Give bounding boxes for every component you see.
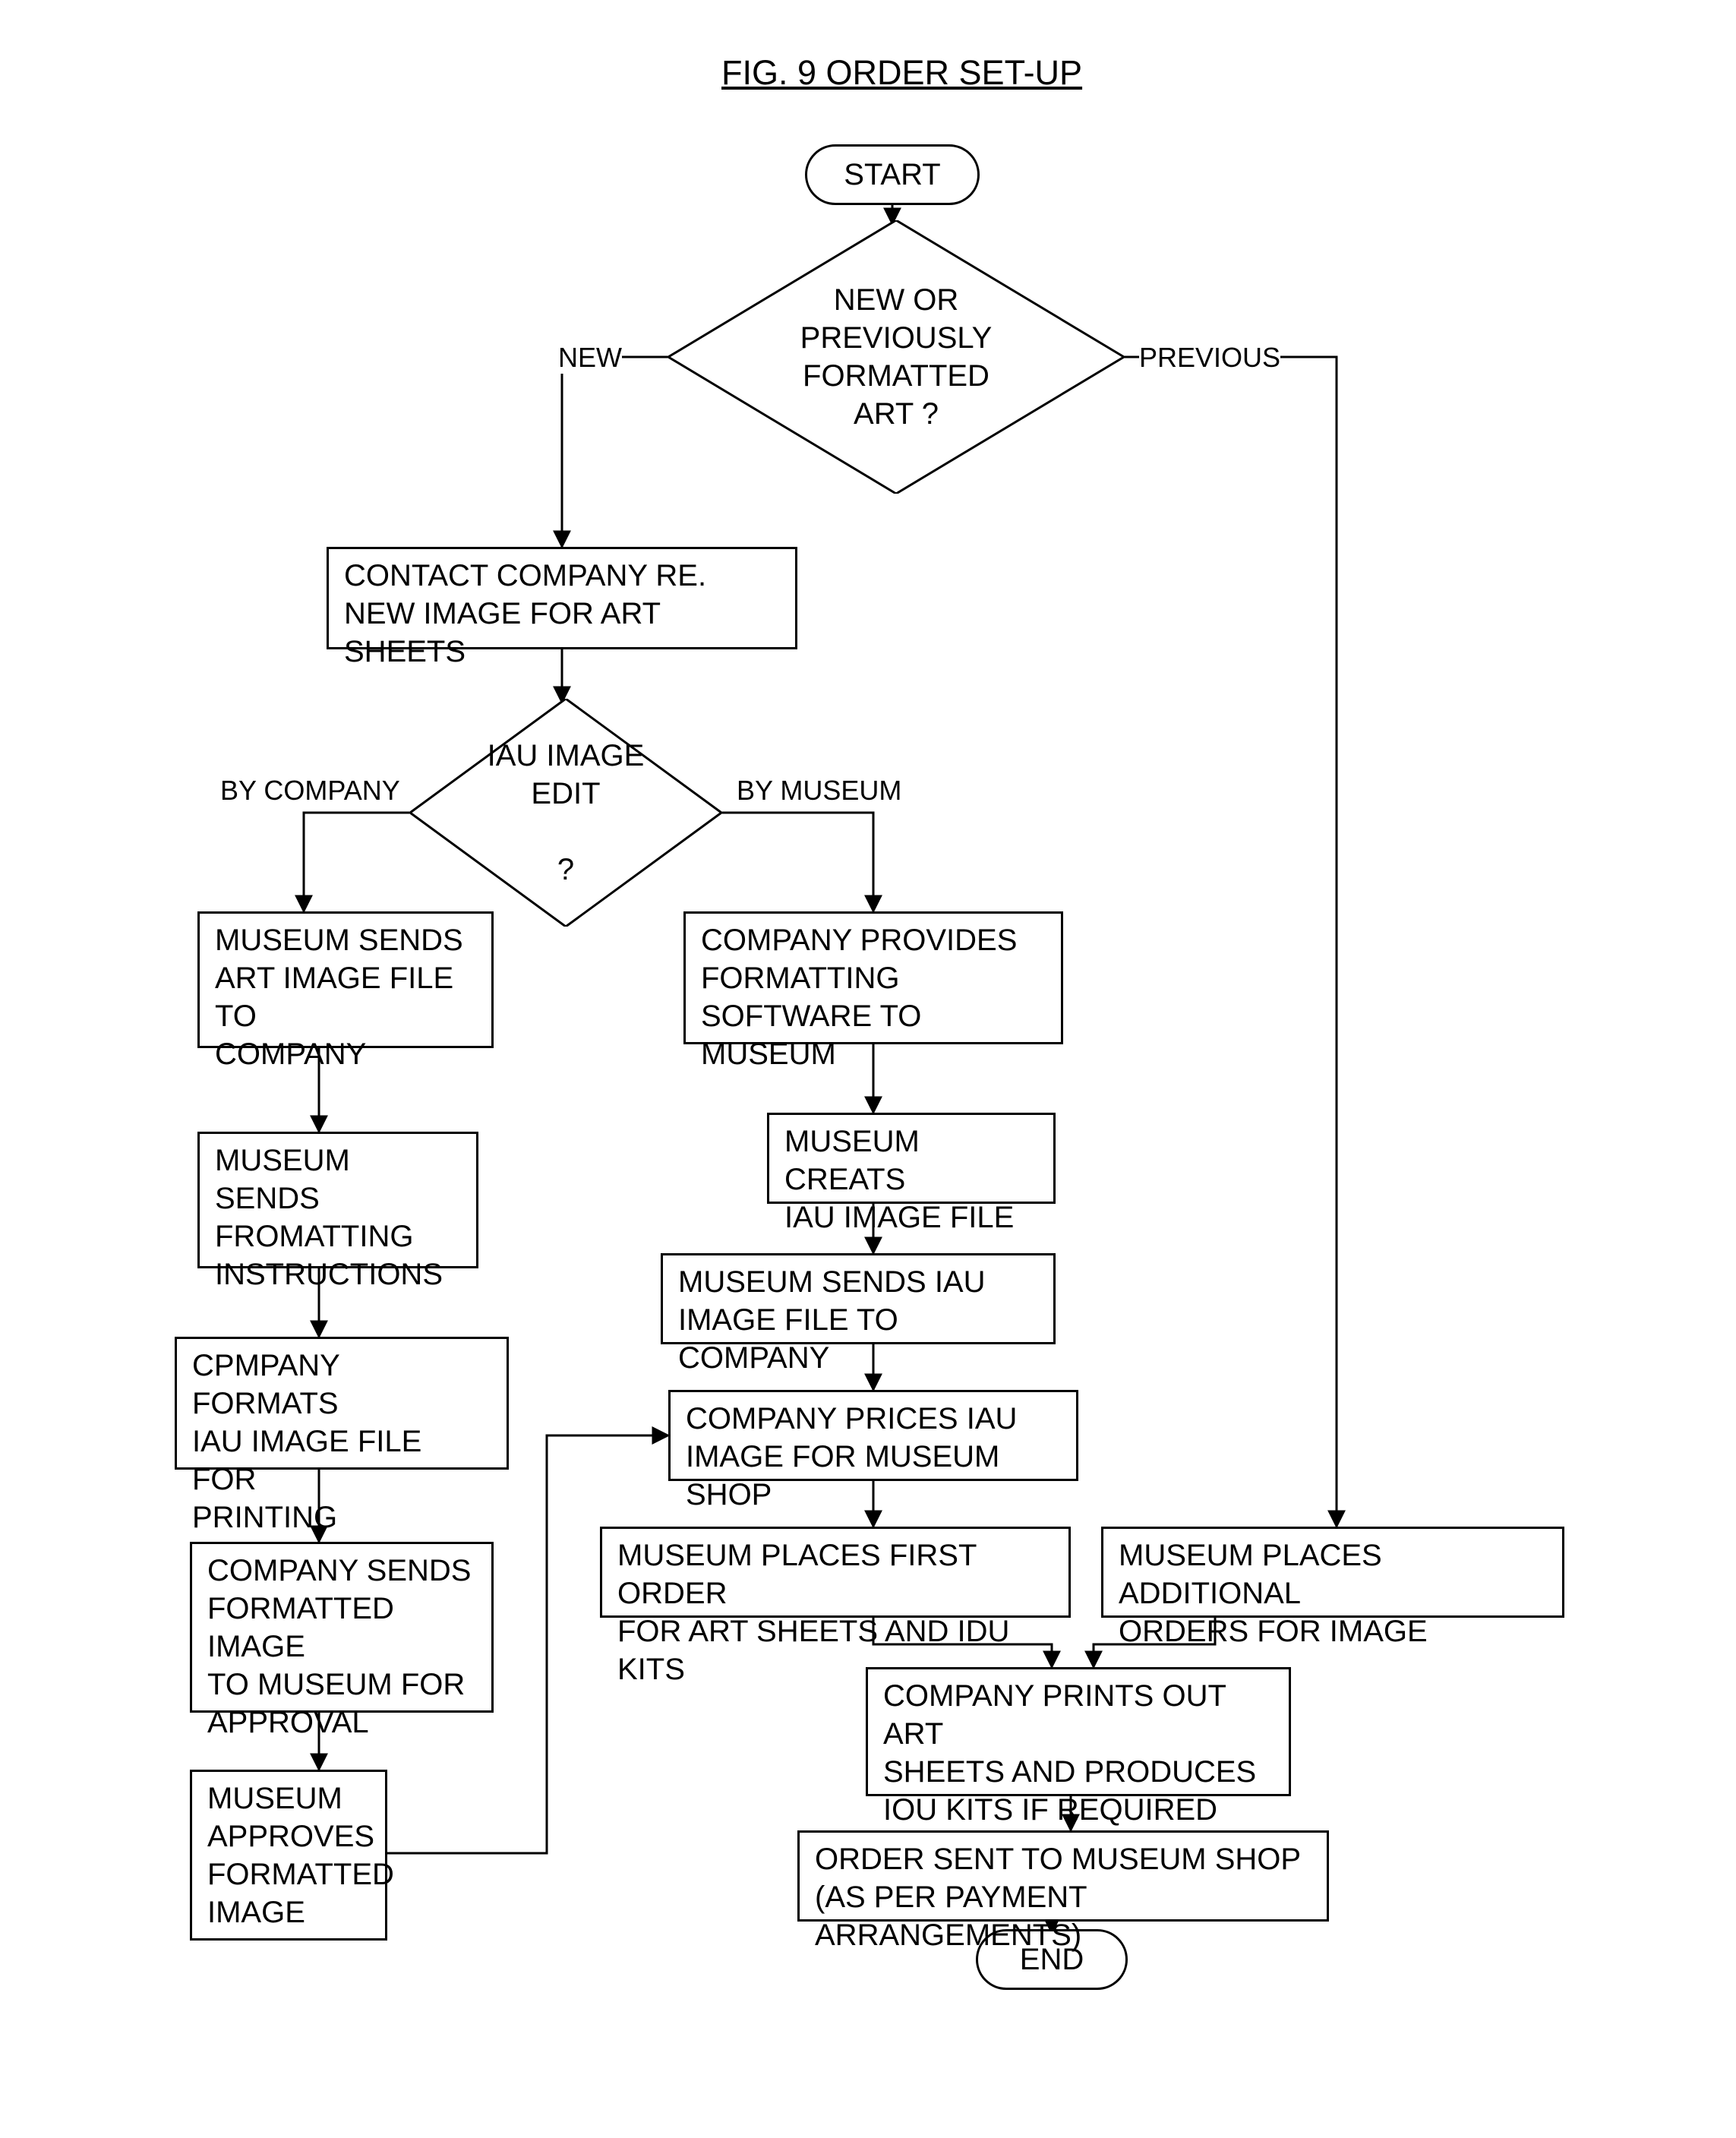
box-m4-label: COMPANY PRICES IAU IMAGE FOR MUSEUM SHOP: [686, 1400, 1061, 1514]
decision-edit-by-label: IAU IMAGE EDIT ?: [488, 737, 645, 889]
box-m5-label: MUSEUM PLACES FIRST ORDER FOR ART SHEETS…: [617, 1536, 1053, 1688]
box-l2-label: MUSEUM SENDS FROMATTING INSTRUCTIONS: [215, 1142, 461, 1293]
box-contact-company-label: CONTACT COMPANY RE. NEW IMAGE FOR ART SH…: [344, 557, 780, 671]
figure-title: FIG. 9 ORDER SET-UP: [721, 53, 1082, 93]
box-museum-sends-iau: MUSEUM SENDS IAU IMAGE FILE TO COMPANY: [661, 1253, 1056, 1344]
edge-label-new: NEW: [558, 342, 622, 374]
box-order-sent: ORDER SENT TO MUSEUM SHOP (AS PER PAYMEN…: [797, 1830, 1329, 1922]
box-first-order: MUSEUM PLACES FIRST ORDER FOR ART SHEETS…: [600, 1527, 1071, 1618]
box-m1-label: COMPANY PROVIDES FORMATTING SOFTWARE TO …: [701, 921, 1046, 1073]
box-company-provides-software: COMPANY PROVIDES FORMATTING SOFTWARE TO …: [683, 911, 1063, 1044]
box-r1-label: MUSEUM PLACES ADDITIONAL ORDERS FOR IMAG…: [1119, 1536, 1547, 1650]
edge-label-previous: PREVIOUS: [1139, 342, 1280, 374]
box-l4-label: COMPANY SENDS FORMATTED IMAGE TO MUSEUM …: [207, 1552, 476, 1742]
edge-label-by-museum: BY MUSEUM: [737, 775, 901, 807]
box-museum-creates-iau: MUSEUM CREATS IAU IMAGE FILE: [767, 1113, 1056, 1204]
box-company-sends-formatted: COMPANY SENDS FORMATTED IMAGE TO MUSEUM …: [190, 1542, 494, 1713]
box-company-prints: COMPANY PRINTS OUT ART SHEETS AND PRODUC…: [866, 1667, 1291, 1796]
box-l3-label: CPMPANY FORMATS IAU IMAGE FILE FOR PRINT…: [192, 1347, 491, 1536]
decision-edit-by: IAU IMAGE EDIT ?: [410, 699, 721, 927]
box-l5-label: MUSEUM APPROVES FORMATTED IMAGE: [207, 1780, 394, 1931]
start-label: START: [844, 158, 940, 192]
box-contact-company: CONTACT COMPANY RE. NEW IMAGE FOR ART SH…: [327, 547, 797, 649]
box-museum-sends-art: MUSEUM SENDS ART IMAGE FILE TO COMPANY: [197, 911, 494, 1048]
box-b2-label: ORDER SENT TO MUSEUM SHOP (AS PER PAYMEN…: [815, 1840, 1311, 1954]
box-l1-label: MUSEUM SENDS ART IMAGE FILE TO COMPANY: [215, 921, 476, 1073]
box-m2-label: MUSEUM CREATS IAU IMAGE FILE: [784, 1123, 1038, 1236]
decision-art-type-label: NEW OR PREVIOUSLY FORMATTED ART ?: [800, 281, 993, 433]
box-b1-label: COMPANY PRINTS OUT ART SHEETS AND PRODUC…: [883, 1677, 1274, 1829]
box-m3-label: MUSEUM SENDS IAU IMAGE FILE TO COMPANY: [678, 1263, 1038, 1377]
box-museum-sends-formatting: MUSEUM SENDS FROMATTING INSTRUCTIONS: [197, 1132, 478, 1268]
box-company-formats: CPMPANY FORMATS IAU IMAGE FILE FOR PRINT…: [175, 1337, 509, 1470]
box-additional-orders: MUSEUM PLACES ADDITIONAL ORDERS FOR IMAG…: [1101, 1527, 1564, 1618]
box-museum-approves: MUSEUM APPROVES FORMATTED IMAGE: [190, 1770, 387, 1941]
box-company-prices: COMPANY PRICES IAU IMAGE FOR MUSEUM SHOP: [668, 1390, 1078, 1481]
decision-art-type: NEW OR PREVIOUSLY FORMATTED ART ?: [668, 220, 1124, 494]
start-node: START: [805, 144, 980, 205]
edge-label-by-company: BY COMPANY: [220, 775, 400, 807]
